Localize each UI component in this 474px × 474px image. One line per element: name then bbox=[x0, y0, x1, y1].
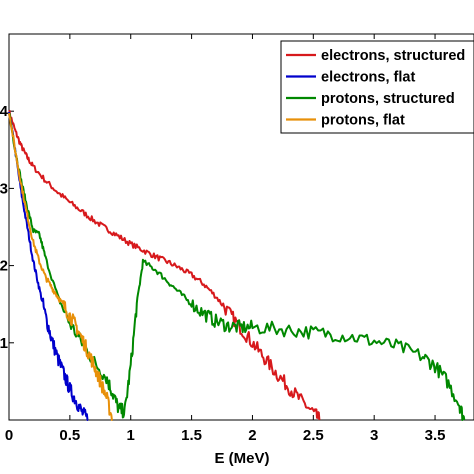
x-tick-label: 2 bbox=[248, 427, 256, 444]
x-tick-label: 0 bbox=[5, 427, 13, 444]
series-group bbox=[8, 109, 466, 421]
y-tick-label: 3 bbox=[0, 180, 8, 197]
plot-frame bbox=[8, 33, 474, 421]
x-tick-label: 1 bbox=[127, 427, 135, 444]
y-tick-label: 2 bbox=[0, 258, 8, 275]
legend: electrons, structured electrons, flat prot… bbox=[280, 40, 474, 134]
x-tick-label: 3.5 bbox=[425, 427, 446, 444]
x-tick-label: 1.5 bbox=[181, 427, 202, 444]
series-line-1 bbox=[8, 111, 89, 421]
legend-box bbox=[280, 40, 474, 134]
series-line-3 bbox=[8, 113, 113, 421]
x-axis-label: E (MeV) bbox=[214, 450, 269, 467]
legend-label-0: electrons, structured bbox=[321, 48, 465, 64]
x-tick-label: 0.5 bbox=[59, 427, 80, 444]
y-tick-label: 1 bbox=[0, 335, 8, 352]
legend-label-2: protons, structured bbox=[321, 91, 455, 107]
x-tick-label: 3 bbox=[370, 427, 378, 444]
series-line-0 bbox=[8, 109, 321, 421]
x-tick-label: 2.5 bbox=[303, 427, 324, 444]
series-line-2 bbox=[8, 112, 466, 421]
y-tick-label: 4 bbox=[0, 103, 9, 120]
legend-label-1: electrons, flat bbox=[321, 70, 415, 86]
legend-label-3: protons, flat bbox=[321, 113, 405, 129]
x-axis: 0 0.5 1 1.5 2 2.5 3 3.5 bbox=[5, 34, 446, 444]
